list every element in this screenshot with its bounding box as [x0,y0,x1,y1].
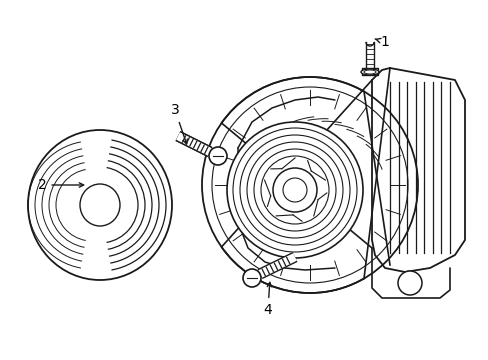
Circle shape [272,168,316,212]
Text: 1: 1 [374,35,388,49]
Polygon shape [371,68,464,272]
Circle shape [208,147,226,165]
Text: 4: 4 [263,282,272,317]
Circle shape [243,269,261,287]
Text: 2: 2 [38,178,83,192]
Circle shape [202,77,417,293]
Ellipse shape [360,69,378,75]
Ellipse shape [80,184,120,226]
Ellipse shape [28,130,172,280]
Circle shape [283,178,306,202]
Polygon shape [361,68,377,75]
Text: 3: 3 [170,103,187,144]
Circle shape [397,271,421,295]
Circle shape [226,122,362,258]
